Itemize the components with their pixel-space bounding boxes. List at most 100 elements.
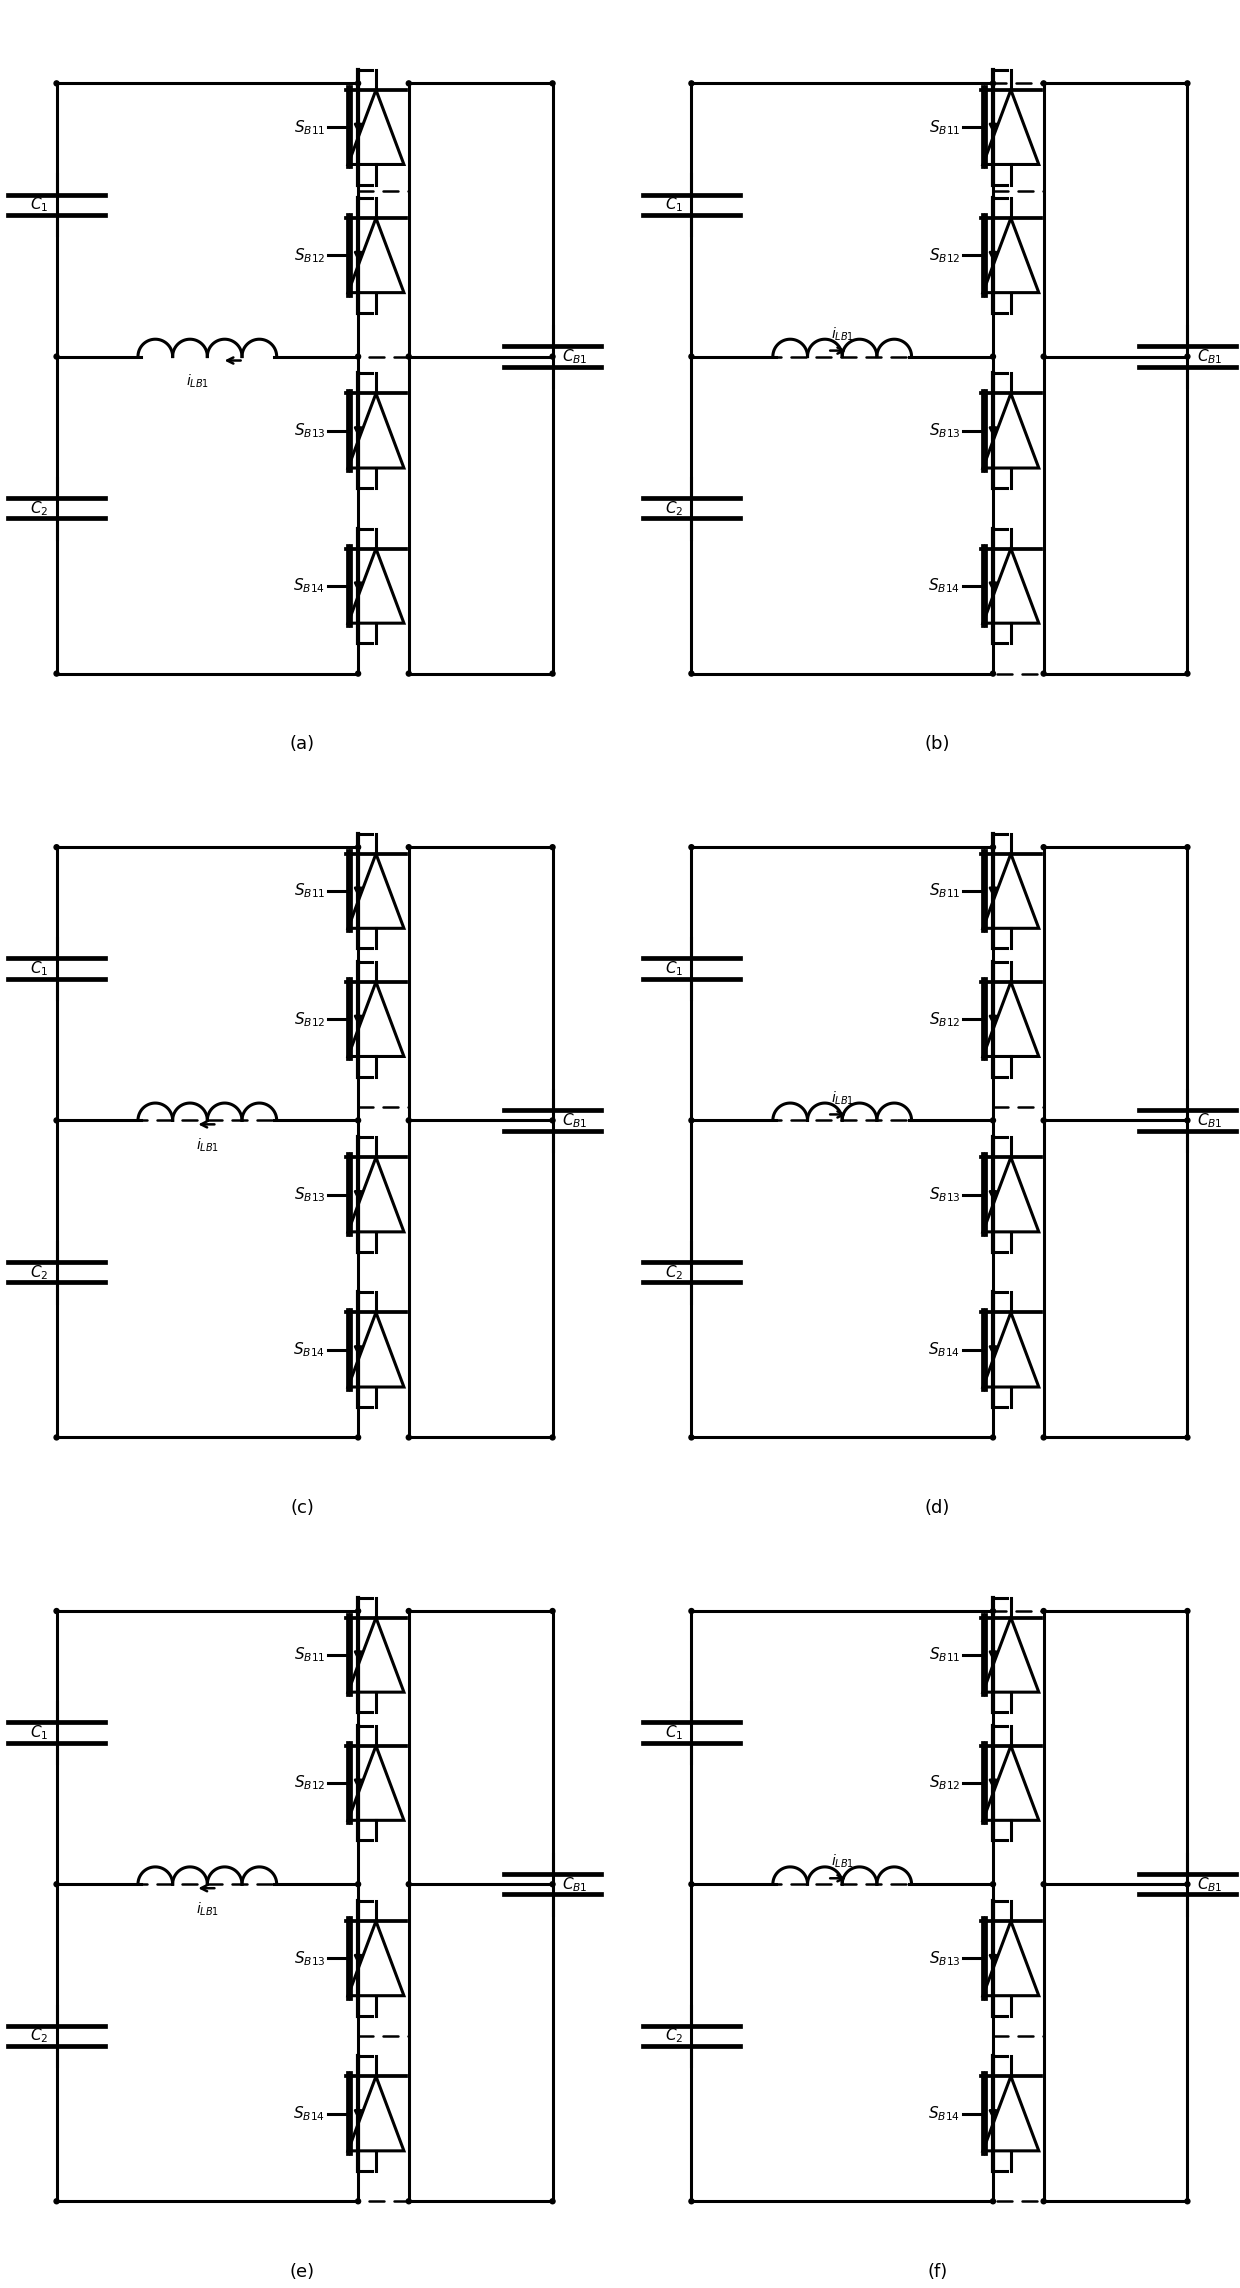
Text: $S_{B11}$: $S_{B11}$ [929,881,960,901]
Circle shape [407,1608,412,1613]
Text: $i_{LB1}$: $i_{LB1}$ [831,1089,854,1107]
Text: $C_2$: $C_2$ [665,2027,683,2045]
Circle shape [356,1608,361,1613]
Circle shape [55,355,60,359]
Text: $S_{B13}$: $S_{B13}$ [294,1949,325,1968]
Text: $C_{B1}$: $C_{B1}$ [563,1112,588,1130]
Text: (f): (f) [928,2263,947,2281]
Circle shape [1185,844,1190,849]
Text: $S_{B11}$: $S_{B11}$ [929,119,960,137]
Circle shape [1185,80,1190,87]
Text: $S_{B13}$: $S_{B13}$ [929,421,960,439]
Text: $C_2$: $C_2$ [30,2027,48,2045]
Circle shape [356,1435,361,1439]
Circle shape [689,670,694,675]
Circle shape [407,80,412,87]
Text: (b): (b) [925,734,950,753]
Circle shape [991,1435,996,1439]
Circle shape [356,844,361,849]
Text: $S_{B12}$: $S_{B12}$ [294,1773,325,1792]
Circle shape [55,2199,60,2203]
Circle shape [407,1881,412,1888]
Text: $i_{LB1}$: $i_{LB1}$ [196,1137,219,1153]
Text: $i_{LB1}$: $i_{LB1}$ [196,1899,219,1917]
Text: $C_2$: $C_2$ [30,499,48,517]
Circle shape [55,670,60,675]
Text: $i_{LB1}$: $i_{LB1}$ [831,1853,854,1869]
Circle shape [356,355,361,359]
Circle shape [689,844,694,849]
Circle shape [991,1119,996,1123]
Text: $S_{B14}$: $S_{B14}$ [929,577,960,595]
Circle shape [1185,670,1190,675]
Circle shape [407,670,412,675]
Text: $C_1$: $C_1$ [665,194,683,215]
Circle shape [1185,1119,1190,1123]
Circle shape [551,844,556,849]
Circle shape [356,2199,361,2203]
Circle shape [551,355,556,359]
Text: (e): (e) [290,2263,315,2281]
Text: $C_1$: $C_1$ [30,1723,48,1741]
Circle shape [1042,670,1047,675]
Circle shape [1185,355,1190,359]
Text: $C_{B1}$: $C_{B1}$ [1198,1112,1223,1130]
Text: $C_1$: $C_1$ [30,194,48,215]
Circle shape [55,1119,60,1123]
Text: $C_2$: $C_2$ [30,1263,48,1281]
Text: $S_{B11}$: $S_{B11}$ [929,1645,960,1663]
Text: $S_{B13}$: $S_{B13}$ [929,1949,960,1968]
Circle shape [551,1881,556,1888]
Text: $S_{B12}$: $S_{B12}$ [294,247,325,265]
Circle shape [407,1435,412,1439]
Text: $C_1$: $C_1$ [665,959,683,977]
Text: $i_{LB1}$: $i_{LB1}$ [186,373,210,389]
Text: $S_{B14}$: $S_{B14}$ [294,1341,325,1359]
Circle shape [689,1881,694,1888]
Text: $C_1$: $C_1$ [30,959,48,977]
Circle shape [689,355,694,359]
Text: $C_1$: $C_1$ [665,1723,683,1741]
Text: $S_{B11}$: $S_{B11}$ [294,1645,325,1663]
Circle shape [1042,1119,1047,1123]
Circle shape [1185,1881,1190,1888]
Text: $C_2$: $C_2$ [665,1263,683,1281]
Circle shape [991,670,996,675]
Text: $S_{B11}$: $S_{B11}$ [294,881,325,901]
Text: $C_2$: $C_2$ [665,499,683,517]
Circle shape [991,1608,996,1613]
Circle shape [991,2199,996,2203]
Text: $S_{B14}$: $S_{B14}$ [294,2105,325,2123]
Circle shape [407,1119,412,1123]
Circle shape [551,670,556,675]
Circle shape [991,1881,996,1888]
Circle shape [356,1881,361,1888]
Circle shape [1185,2199,1190,2203]
Circle shape [551,1435,556,1439]
Circle shape [1185,1608,1190,1613]
Text: $S_{B12}$: $S_{B12}$ [294,1009,325,1030]
Circle shape [991,355,996,359]
Circle shape [689,1119,694,1123]
Circle shape [1042,1881,1047,1888]
Circle shape [689,1435,694,1439]
Text: $S_{B14}$: $S_{B14}$ [294,577,325,595]
Text: $S_{B12}$: $S_{B12}$ [929,1773,960,1792]
Circle shape [356,670,361,675]
Text: $S_{B13}$: $S_{B13}$ [294,421,325,439]
Text: $S_{B12}$: $S_{B12}$ [929,247,960,265]
Text: $S_{B13}$: $S_{B13}$ [294,1185,325,1203]
Circle shape [1042,844,1047,849]
Text: (d): (d) [925,1499,950,1517]
Circle shape [991,844,996,849]
Circle shape [551,2199,556,2203]
Circle shape [407,355,412,359]
Circle shape [1185,1435,1190,1439]
Circle shape [55,1881,60,1888]
Text: $S_{B13}$: $S_{B13}$ [929,1185,960,1203]
Text: $i_{LB1}$: $i_{LB1}$ [831,325,854,343]
Circle shape [407,2199,412,2203]
Circle shape [356,80,361,87]
Circle shape [1042,2199,1047,2203]
Text: $C_{B1}$: $C_{B1}$ [563,1874,588,1894]
